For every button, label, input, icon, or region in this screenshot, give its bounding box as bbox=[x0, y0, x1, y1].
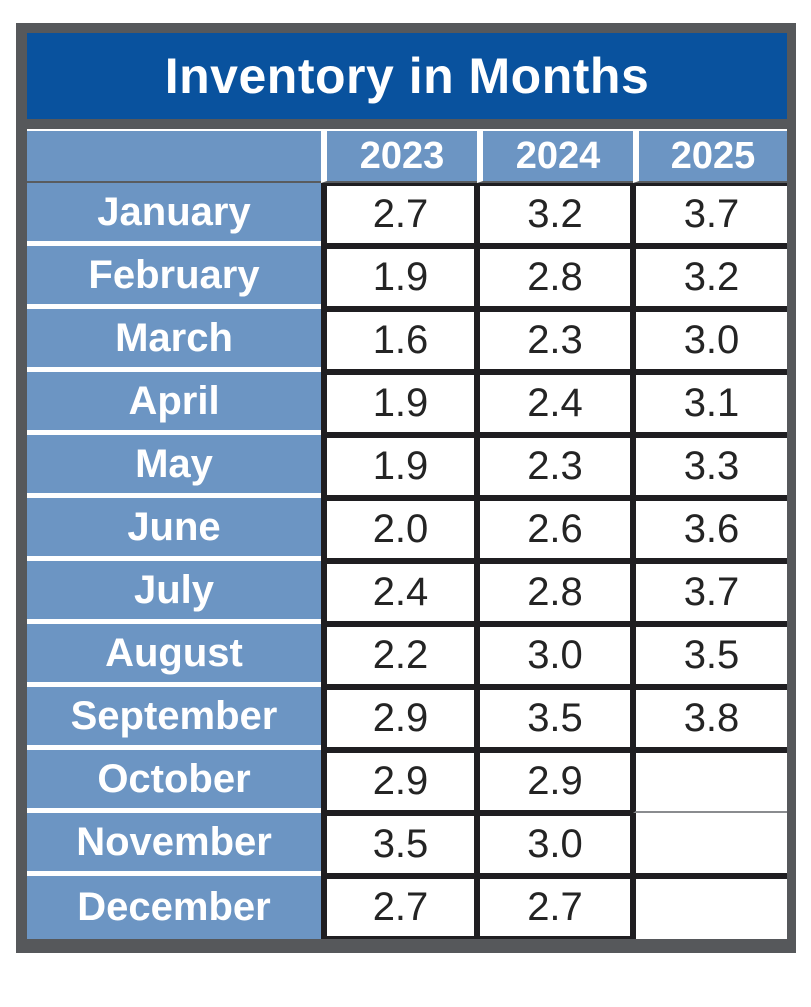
value-cell: 2.9 bbox=[321, 687, 477, 750]
value-cell: 1.9 bbox=[321, 372, 477, 435]
month-label: May bbox=[27, 435, 321, 498]
inventory-table: 2023 2024 2025 January 2.7 3.2 3.7 Febru… bbox=[27, 129, 787, 939]
value-cell: 2.3 bbox=[477, 309, 633, 372]
value-cell: 2.7 bbox=[321, 876, 477, 939]
column-header-2024: 2024 bbox=[477, 129, 633, 183]
month-label: April bbox=[27, 372, 321, 435]
empty-value-cell bbox=[633, 876, 787, 939]
table-row: July 2.4 2.8 3.7 bbox=[27, 561, 787, 624]
value-cell: 3.7 bbox=[633, 561, 787, 624]
value-cell: 2.3 bbox=[477, 435, 633, 498]
value-cell: 3.0 bbox=[477, 624, 633, 687]
table-row: May 1.9 2.3 3.3 bbox=[27, 435, 787, 498]
table-row: June 2.0 2.6 3.6 bbox=[27, 498, 787, 561]
month-label: September bbox=[27, 687, 321, 750]
corner-cell bbox=[27, 129, 321, 183]
month-label: July bbox=[27, 561, 321, 624]
value-cell: 2.0 bbox=[321, 498, 477, 561]
month-label: December bbox=[27, 876, 321, 939]
value-cell: 1.9 bbox=[321, 246, 477, 309]
value-cell: 3.5 bbox=[321, 813, 477, 876]
value-cell: 3.1 bbox=[633, 372, 787, 435]
table-row: February 1.9 2.8 3.2 bbox=[27, 246, 787, 309]
value-cell: 3.7 bbox=[633, 183, 787, 246]
value-cell: 3.2 bbox=[477, 183, 633, 246]
value-cell: 3.0 bbox=[477, 813, 633, 876]
value-cell: 3.6 bbox=[633, 498, 787, 561]
value-cell: 1.9 bbox=[321, 435, 477, 498]
month-label: January bbox=[27, 183, 321, 246]
empty-value-cell bbox=[633, 750, 787, 813]
month-label: October bbox=[27, 750, 321, 813]
value-cell: 2.8 bbox=[477, 246, 633, 309]
table-row: August 2.2 3.0 3.5 bbox=[27, 624, 787, 687]
table-row: January 2.7 3.2 3.7 bbox=[27, 183, 787, 246]
value-cell: 3.0 bbox=[633, 309, 787, 372]
table-row: April 1.9 2.4 3.1 bbox=[27, 372, 787, 435]
empty-value-cell bbox=[633, 813, 787, 876]
table-row: March 1.6 2.3 3.0 bbox=[27, 309, 787, 372]
column-header-2025: 2025 bbox=[633, 129, 787, 183]
table-title-bar: Inventory in Months bbox=[27, 33, 787, 119]
month-label: March bbox=[27, 309, 321, 372]
month-label: June bbox=[27, 498, 321, 561]
month-label: November bbox=[27, 813, 321, 876]
table-row: December 2.7 2.7 bbox=[27, 876, 787, 939]
table-row: September 2.9 3.5 3.8 bbox=[27, 687, 787, 750]
table-row: October 2.9 2.9 bbox=[27, 750, 787, 813]
value-cell: 3.2 bbox=[633, 246, 787, 309]
value-cell: 3.5 bbox=[633, 624, 787, 687]
value-cell: 2.6 bbox=[477, 498, 633, 561]
value-cell: 2.9 bbox=[321, 750, 477, 813]
value-cell: 2.8 bbox=[477, 561, 633, 624]
value-cell: 2.7 bbox=[477, 876, 633, 939]
value-cell: 2.4 bbox=[477, 372, 633, 435]
table-row: November 3.5 3.0 bbox=[27, 813, 787, 876]
header-row: 2023 2024 2025 bbox=[27, 129, 787, 183]
month-label: February bbox=[27, 246, 321, 309]
value-cell: 2.7 bbox=[321, 183, 477, 246]
value-cell: 3.8 bbox=[633, 687, 787, 750]
value-cell: 2.9 bbox=[477, 750, 633, 813]
value-cell: 2.2 bbox=[321, 624, 477, 687]
value-cell: 3.3 bbox=[633, 435, 787, 498]
value-cell: 1.6 bbox=[321, 309, 477, 372]
value-cell: 2.4 bbox=[321, 561, 477, 624]
table-frame: Inventory in Months 2023 2024 2025 Janua… bbox=[16, 23, 796, 953]
table-title: Inventory in Months bbox=[164, 48, 650, 104]
column-header-2023: 2023 bbox=[321, 129, 477, 183]
value-cell: 3.5 bbox=[477, 687, 633, 750]
month-label: August bbox=[27, 624, 321, 687]
